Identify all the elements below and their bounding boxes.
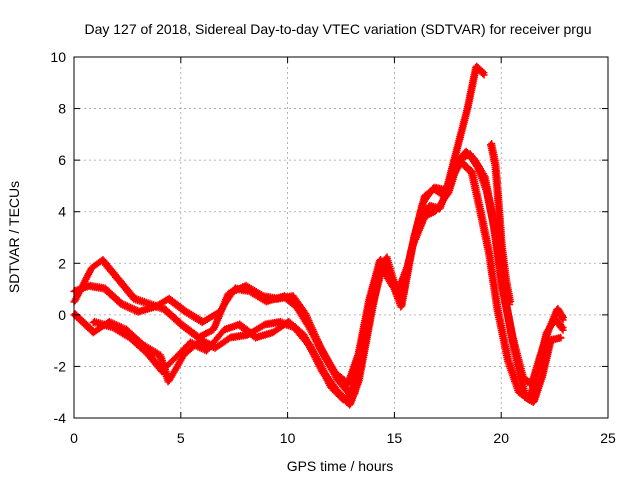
y-tick-label: 4 (58, 204, 66, 220)
x-axis: 0 5 10 15 20 25 (70, 57, 616, 446)
y-tick-label: 10 (50, 49, 66, 65)
series-markers (70, 62, 488, 399)
x-tick-label: 20 (493, 430, 509, 446)
y-tick-label: 8 (58, 101, 66, 117)
y-tick-label: 0 (58, 307, 66, 323)
series-track-e (487, 140, 515, 308)
series-track-d (89, 158, 567, 404)
y-tick-label: -4 (54, 410, 67, 426)
x-tick-label: 5 (177, 430, 185, 446)
x-tick-label: 0 (70, 430, 78, 446)
y-tick-label: 6 (58, 152, 66, 168)
x-axis-label: GPS time / hours (287, 458, 394, 474)
x-tick-label: 15 (387, 430, 403, 446)
x-tick-label: 25 (600, 430, 616, 446)
series-markers (89, 158, 567, 404)
x-tick-label: 10 (280, 430, 296, 446)
chart-title: Day 127 of 2018, Sidereal Day-to-day VTE… (84, 21, 591, 37)
data-points (70, 62, 567, 409)
series-track-b (70, 62, 488, 399)
y-tick-label: 2 (58, 255, 66, 271)
series-markers (487, 140, 515, 308)
y-tick-label: -2 (54, 358, 67, 374)
plot-frame (73, 56, 609, 419)
y-axis-label: SDTVAR / TECUs (6, 181, 22, 293)
y-axis: -4 -2 0 2 4 6 8 10 (50, 49, 608, 426)
